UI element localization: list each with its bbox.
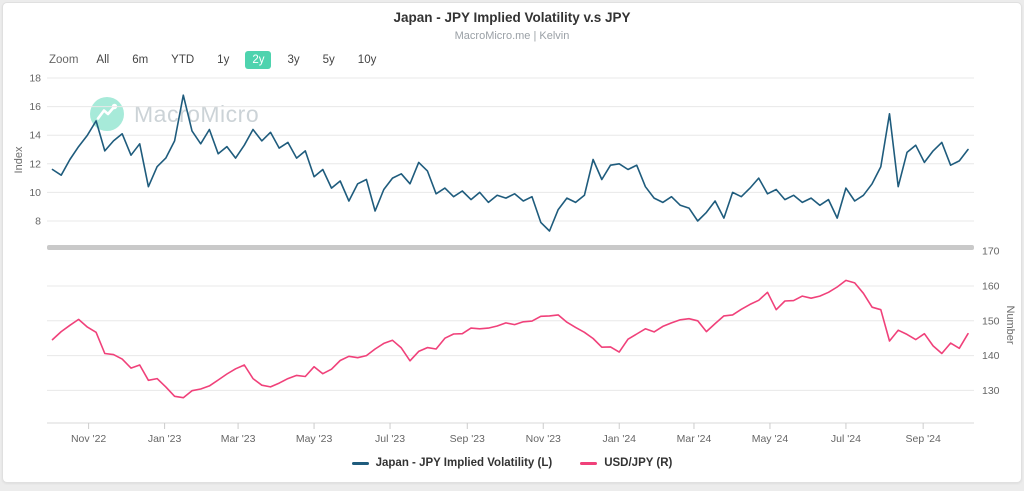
x-axis-label: Nov '22 — [71, 433, 106, 445]
x-axis-label: Jan '23 — [148, 433, 182, 445]
chart-subtitle: MacroMicro.me | Kelvin — [454, 30, 570, 42]
x-axis-label: Nov '23 — [526, 433, 561, 445]
zoom-range-button-5y[interactable]: 5y — [322, 54, 335, 66]
macromicro-logo-icon — [90, 97, 124, 131]
left-y-axis-tick-label: 8 — [35, 216, 41, 228]
x-axis-label: Sep '24 — [906, 433, 941, 445]
panel-divider — [47, 245, 974, 250]
chart-plot-area: 8 10 12 14 16 18 130 140 150 160 170 Nov '22 Jan '23… — [29, 73, 1000, 446]
legend-line-swatch — [351, 461, 369, 465]
x-axis-label: Mar '24 — [677, 433, 712, 445]
x-axis-label: Jul '24 — [831, 433, 861, 445]
zoom-range-button-all[interactable]: All — [96, 54, 110, 66]
zoom-range-button-3y[interactable]: 3y — [287, 54, 300, 66]
zoom-range-button-10y[interactable]: 10y — [357, 54, 377, 66]
watermark: MacroMicro — [89, 96, 259, 132]
series-line-usdjpy — [51, 279, 969, 399]
left-y-axis-tick-label: 12 — [29, 158, 41, 170]
legend-line-swatch — [580, 461, 598, 465]
right-y-axis-tick-label: 160 — [982, 281, 1000, 293]
legend-label: USD/JPY (R) — [604, 457, 673, 469]
x-axis-label: Jul '23 — [375, 433, 405, 445]
right-y-axis-tick-label: 150 — [982, 315, 1000, 327]
zoom-toolbar-label: Zoom — [49, 54, 79, 66]
right-y-axis-tick-label: 140 — [982, 350, 1000, 362]
legend-label: Japan - JPY Implied Volatility (L) — [375, 457, 553, 469]
zoom-range-button-1y[interactable]: 1y — [217, 54, 230, 66]
x-axis-label: Mar '23 — [221, 433, 256, 445]
legend-item-implied-volatility[interactable]: Japan - JPY Implied Volatility (L) — [351, 457, 553, 469]
right-y-axis-tick-label: 170 — [982, 246, 1000, 258]
left-y-axis-tick-label: 14 — [29, 130, 41, 142]
left-y-axis-tick-label: 18 — [29, 73, 41, 85]
legend-item-usdjpy[interactable]: USD/JPY (R) — [580, 457, 672, 469]
zoom-range-button-ytd[interactable]: YTD — [171, 54, 195, 66]
left-y-axis-tick-label: 10 — [29, 187, 41, 199]
left-y-axis-tick-label: 16 — [29, 101, 41, 113]
zoom-range-button-6m[interactable]: 6m — [132, 54, 149, 66]
chart-card: Japan - JPY Implied Volatility v.s JPY M… — [2, 2, 1022, 483]
chart-title: Japan - JPY Implied Volatility v.s JPY — [393, 10, 631, 25]
x-axis-label: May '23 — [296, 433, 333, 445]
x-axis-label: Sep '23 — [450, 433, 485, 445]
zoom-range-button-2y[interactable]: 2y — [245, 51, 272, 69]
right-y-axis-tick-label: 130 — [982, 385, 1000, 397]
right-y-axis-title: Number — [1004, 305, 1016, 345]
chart-legend: Japan - JPY Implied Volatility (L) USD/J… — [3, 457, 1021, 469]
x-axis-label: May '24 — [752, 433, 789, 445]
watermark-text: MacroMicro — [134, 100, 260, 127]
zoom-range-toolbar: Zoom All 6m YTD 1y 2y 3y 5y 10y — [49, 51, 383, 69]
left-y-axis-title: Index — [13, 146, 25, 174]
x-axis-label: Jan '24 — [602, 433, 636, 445]
